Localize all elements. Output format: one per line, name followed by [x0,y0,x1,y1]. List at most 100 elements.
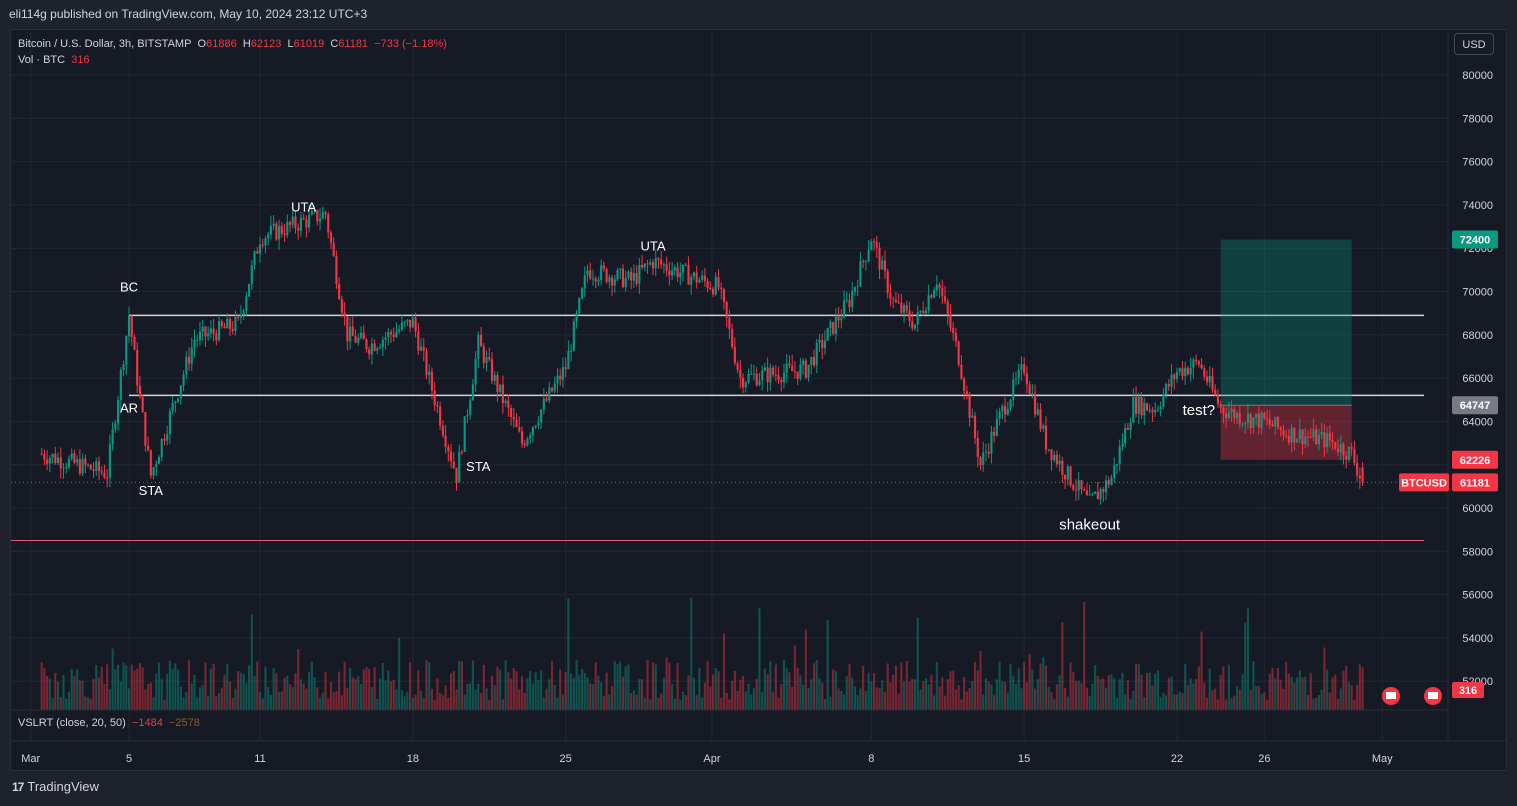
candle-body [548,387,551,401]
footer-brand[interactable]: TradingView [27,779,99,794]
volume-bar [1274,678,1277,710]
candle-body [43,454,46,460]
candle-body [381,339,384,348]
volume-bar [1252,661,1255,710]
volume-bar [1039,663,1042,710]
volume-bar [556,697,559,710]
volume-bar [340,695,343,710]
volume-bar [785,668,788,710]
volume-bar [286,675,289,710]
annotation-label: BC [120,280,138,295]
candle-body [425,351,428,376]
volume-bar [1156,670,1159,710]
candle-body [1181,368,1184,377]
candle-body [796,371,799,379]
candle-body [886,271,889,294]
volume-bar [250,614,253,710]
volume-bar [78,680,81,710]
candle-body [510,407,513,417]
close-value: 61181 [338,38,369,50]
volume-bar [185,692,188,710]
candle-body [823,340,827,349]
candle-body [234,316,237,332]
candle-body [605,268,608,282]
volume-bar [957,685,960,710]
volume-bar [130,664,133,710]
candle-body [750,373,753,375]
volume-bar [89,698,92,710]
candle-body [1358,475,1361,479]
candle-body [1293,427,1296,443]
volume-bar [174,663,177,710]
volume-bar [982,694,985,710]
volume-bar [1044,666,1048,710]
volume-bar [714,668,717,710]
candle-body [1102,489,1105,492]
candle-body [95,461,98,472]
candle-body [422,346,425,352]
volume-bar [965,691,968,710]
volume-bar [883,692,887,710]
candle-body [638,264,641,284]
volume-bar [744,691,747,710]
candle-body [832,321,835,334]
candle-body [1279,427,1282,430]
candle-body [411,317,414,328]
currency-button[interactable]: USD [1454,33,1494,55]
candle-body [1244,422,1247,424]
volume-bar [1296,677,1299,710]
volume-bar [1014,683,1018,710]
candle-body [89,464,92,470]
x-tick-label: 8 [868,753,874,765]
candle-body [1042,425,1045,429]
volume-bar [610,686,614,710]
candle-body [930,295,933,298]
volume-bar [1312,698,1315,710]
volume-bar [706,661,709,710]
volume-bar [73,676,76,710]
volume-bar [114,669,117,710]
volume-bar [482,664,485,710]
candle-body [736,363,739,370]
candle-body [501,384,504,404]
volume-bar [111,648,114,710]
volume-bar [654,664,657,710]
candle-body [1356,462,1359,476]
candle-body [299,217,303,231]
candle-body [580,288,584,299]
volume-bar [1227,664,1230,710]
volume-bar [698,667,701,710]
candle-body [76,459,79,463]
volume-bar [119,681,122,710]
x-tick-label: May [1372,753,1393,765]
volume-bar [750,694,753,710]
candle-body [1184,367,1187,377]
volume-bar [297,649,300,710]
volume-bar [842,694,846,710]
candle-body [359,332,363,338]
candle-body [1064,474,1067,480]
candle-body [419,346,423,351]
candle-body [1211,376,1214,390]
volume-bar [739,679,742,710]
volume-bar [395,689,398,710]
volume-bar [1306,695,1310,710]
candle-body [1216,395,1220,404]
candle-body [692,272,696,277]
candle-body [990,431,993,454]
volume-bar [419,690,423,710]
candle-body [802,360,805,365]
volume-bar [772,691,775,710]
volume-bar [1219,674,1222,710]
volume-bar [632,690,635,710]
volume-bar [703,682,706,710]
volume-bar [1012,676,1015,710]
candle-body [283,233,286,236]
volume-value: 316 [71,54,90,66]
candle-body [1197,361,1200,365]
candle-body [51,454,54,459]
candle-body [752,373,756,375]
candle-body [144,412,147,446]
